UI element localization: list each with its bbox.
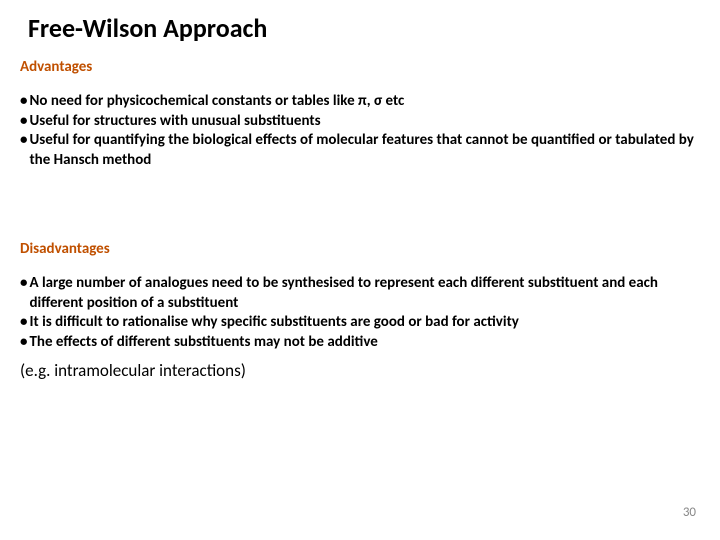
disadvantage-item: • The effects of different substituents … [20, 333, 700, 353]
slide-title: Free-Wilson Approach [28, 12, 700, 44]
bullet-icon: • [20, 112, 27, 132]
advantage-item: • Useful for quantifying the biological … [20, 131, 700, 170]
bullet-icon: • [20, 131, 27, 170]
disadvantages-list: • A large number of analogues need to be… [20, 274, 700, 352]
disadvantage-text: A large number of analogues need to be s… [29, 274, 700, 313]
advantage-text: No need for physicochemical constants or… [29, 92, 700, 112]
page-number: 30 [683, 505, 696, 520]
advantages-list: • No need for physicochemical constants … [20, 92, 700, 170]
advantage-item: • Useful for structures with unusual sub… [20, 112, 700, 132]
disadvantage-text: The effects of different substituents ma… [29, 333, 700, 353]
disadvantage-item: • A large number of analogues need to be… [20, 274, 700, 313]
bullet-icon: • [20, 92, 27, 112]
disadvantages-header: Disadvantages [20, 240, 700, 258]
advantage-item: • No need for physicochemical constants … [20, 92, 700, 112]
bullet-icon: • [20, 333, 27, 353]
advantage-text: Useful for structures with unusual subst… [29, 112, 700, 132]
advantage-text: Useful for quantifying the biological ef… [29, 131, 700, 170]
bullet-icon: • [20, 313, 27, 333]
disadvantage-text: It is difficult to rationalise why speci… [29, 313, 700, 333]
disadvantages-extra: (e.g. intramolecular interactions) [20, 360, 700, 383]
advantages-header: Advantages [20, 58, 700, 76]
bullet-icon: • [20, 274, 27, 313]
disadvantage-item: • It is difficult to rationalise why spe… [20, 313, 700, 333]
